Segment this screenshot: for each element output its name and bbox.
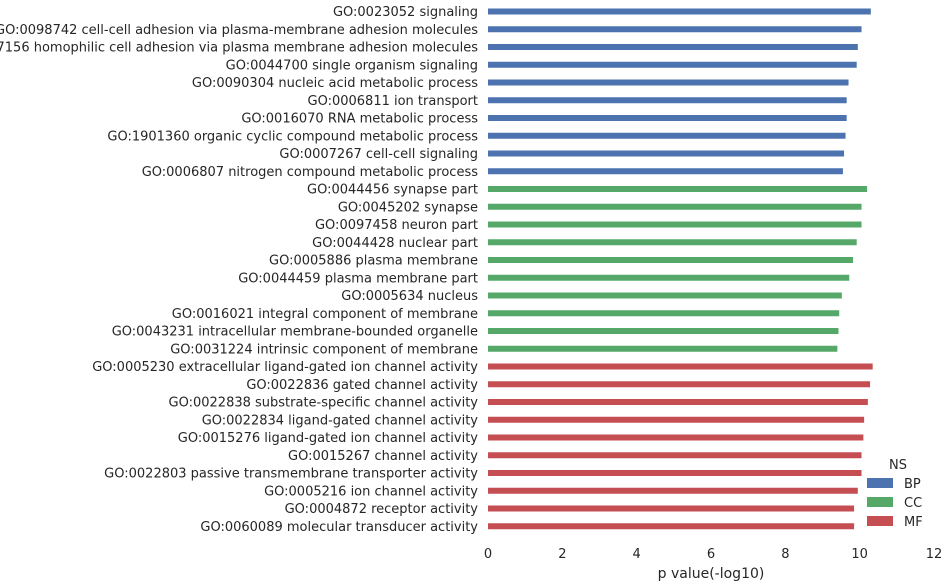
category-label: GO:0098742 cell-cell adhesion via plasma… [0, 23, 478, 38]
category-label: GO:0022836 gated channel activity [246, 378, 478, 393]
category-label: GO:0031224 intrinsic component of membra… [170, 342, 478, 357]
bar [488, 363, 873, 370]
category-label: GO:0006807 nitrogen compound metabolic p… [142, 165, 479, 180]
category-label: GO:0005886 plasma membrane [269, 254, 478, 269]
x-tick-label: 10 [851, 547, 868, 562]
bar [488, 345, 838, 352]
bar [488, 221, 862, 228]
category-label: GO:0004872 receptor activity [285, 502, 479, 517]
category-label: GO:1901360 organic cyclic compound metab… [107, 129, 478, 144]
bar [488, 239, 857, 246]
bar [488, 310, 840, 317]
bar [488, 132, 846, 139]
category-label: GO:0090304 nucleic acid metabolic proces… [192, 76, 478, 91]
category-labels-group: GO:0023052 signaling GO:0098742 cell-cell… [0, 5, 478, 535]
category-label: GO:0045202 synapse [338, 200, 478, 215]
bar [488, 44, 858, 50]
x-tick-label: 8 [781, 547, 789, 562]
category-label: GO:0015267 channel activity [288, 449, 478, 464]
legend-swatch [867, 478, 893, 488]
legend-label: BP [904, 477, 921, 492]
x-tick-labels-group: 0 2 4 6 8 10 12 [484, 547, 942, 562]
bar [488, 168, 843, 175]
bar [488, 150, 845, 157]
bar [488, 26, 862, 33]
category-label: GO:0015276 ligand-gated ion channel acti… [178, 431, 479, 446]
bar [488, 274, 850, 281]
category-label: GO:0005230 extracellular ligand-gated io… [92, 360, 478, 375]
bar [488, 186, 868, 192]
category-label: GO:0097458 neuron part [315, 218, 478, 233]
bars-group [488, 8, 873, 530]
bar [488, 487, 858, 494]
x-tick-label: 12 [926, 547, 943, 562]
legend-entries-group: BP CC MF [867, 477, 923, 530]
bar [488, 328, 839, 334]
category-label: GO:0005216 ion channel activity [264, 484, 478, 499]
legend-title: NS [889, 458, 907, 473]
x-tick-label: 2 [558, 547, 566, 562]
category-label: GO:0007267 cell-cell signaling [279, 147, 478, 162]
category-label: GO:0044700 single organism signaling [226, 58, 478, 73]
category-label: GO:0016070 RNA metabolic process [241, 112, 478, 127]
x-tick-label: 0 [484, 547, 492, 562]
bar [488, 505, 855, 512]
bar [488, 399, 868, 405]
category-label: GO:0006811 ion transport [308, 94, 479, 109]
bar [488, 61, 857, 68]
bar [488, 416, 865, 423]
category-label: GO:0022838 substrate-specific channel ac… [169, 396, 479, 411]
category-label: GO:0005634 nucleus [341, 289, 478, 304]
bar [488, 79, 849, 86]
category-label: GO:0044459 plasma membrane part [238, 271, 478, 286]
legend-label: CC [904, 496, 922, 511]
legend-label: MF [904, 515, 923, 530]
legend-swatch [867, 516, 893, 526]
category-label: GO:0022834 ligand-gated channel activity [202, 413, 479, 428]
bar [488, 470, 862, 476]
bar [488, 203, 862, 210]
bar [488, 8, 871, 15]
bar [488, 523, 855, 530]
category-label: GO:0060089 molecular transducer activity [200, 520, 478, 535]
legend: NS BP CC MF [867, 458, 923, 530]
category-label: GO:0043231 intracellular membrane-bounde… [112, 325, 478, 340]
bar [488, 381, 871, 388]
bar [488, 452, 862, 459]
x-tick-label: 6 [707, 547, 715, 562]
bar [488, 257, 853, 263]
bar [488, 97, 847, 104]
category-label: GO:0044428 nuclear part [312, 236, 478, 251]
bar [488, 292, 842, 299]
category-label: GO:0023052 signaling [333, 5, 478, 20]
x-axis-label: p value(-log10) [658, 566, 765, 582]
bar [488, 434, 864, 441]
category-label: GO:0044456 synapse part [307, 183, 478, 198]
x-tick-label: 4 [633, 547, 641, 562]
legend-swatch [867, 497, 893, 507]
category-label: GO:0016021 integral component of membran… [172, 307, 478, 322]
category-label: GO:0022803 passive transmembrane transpo… [104, 467, 478, 482]
category-label: GO:0007156 homophilic cell adhesion via … [0, 41, 478, 56]
bar [488, 115, 847, 121]
